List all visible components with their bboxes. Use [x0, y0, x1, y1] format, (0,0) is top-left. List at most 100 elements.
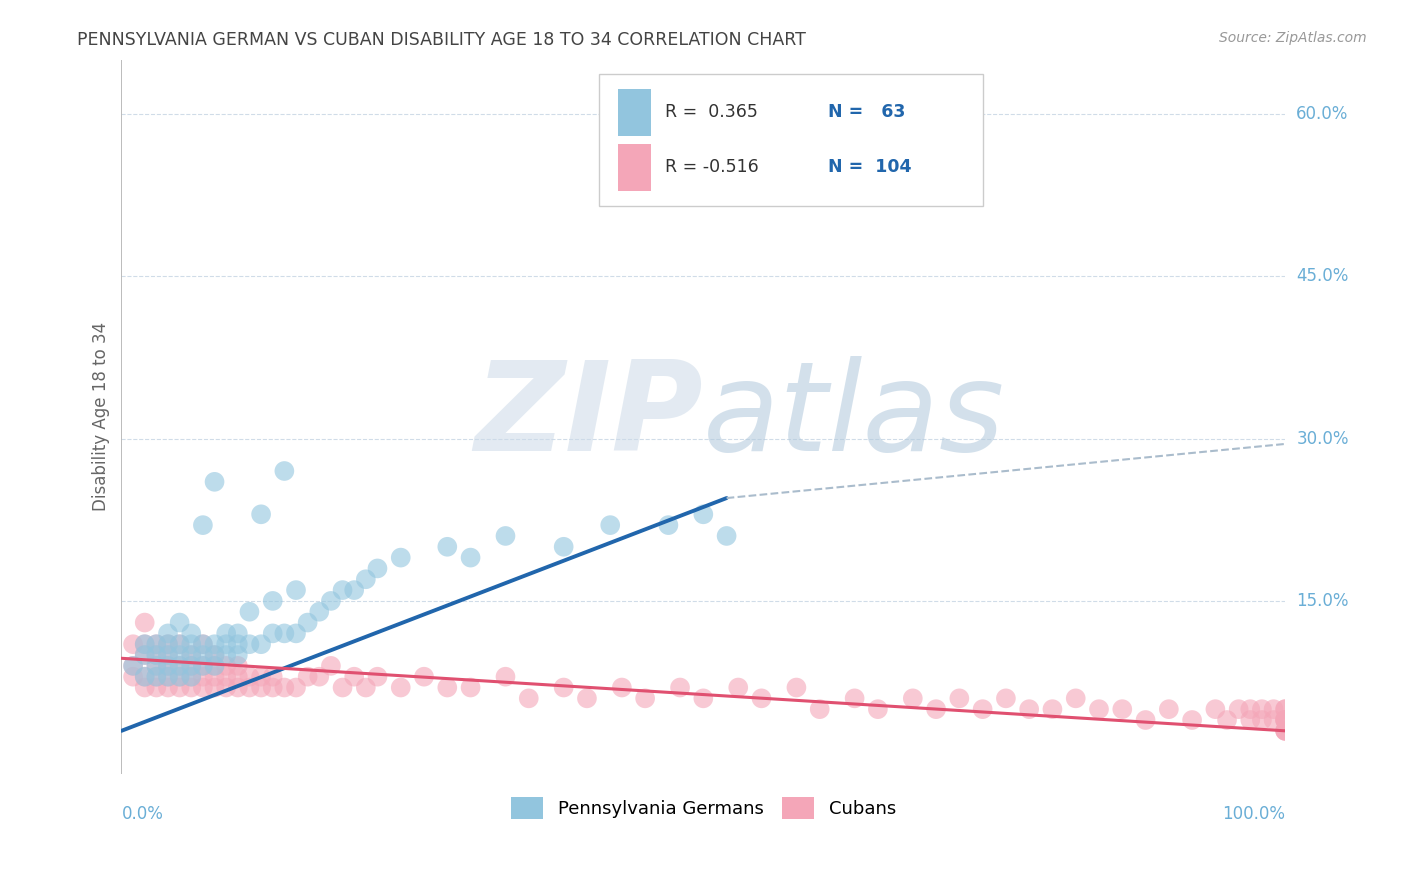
Point: [204, 658, 226, 673]
Point: [180, 648, 202, 662]
Point: [1251, 702, 1274, 716]
Point: [238, 605, 260, 619]
Text: 60.0%: 60.0%: [1296, 104, 1348, 123]
Point: [134, 637, 156, 651]
Point: [191, 648, 214, 662]
Text: N =  104: N = 104: [828, 159, 911, 177]
Point: [169, 681, 191, 695]
Point: [262, 594, 284, 608]
Point: [1274, 723, 1296, 738]
Point: [180, 626, 202, 640]
Point: [156, 670, 179, 684]
Point: [332, 681, 354, 695]
Point: [436, 681, 458, 695]
Point: [901, 691, 924, 706]
FancyBboxPatch shape: [599, 74, 983, 206]
Point: [262, 681, 284, 695]
Point: [191, 637, 214, 651]
Point: [319, 658, 342, 673]
Point: [948, 691, 970, 706]
Point: [169, 658, 191, 673]
Point: [180, 648, 202, 662]
Point: [517, 691, 540, 706]
Point: [145, 658, 167, 673]
Point: [169, 648, 191, 662]
Point: [354, 572, 377, 586]
Point: [1018, 702, 1040, 716]
Point: [204, 670, 226, 684]
Point: [1088, 702, 1111, 716]
Text: 30.0%: 30.0%: [1296, 430, 1348, 448]
Point: [169, 670, 191, 684]
Point: [169, 637, 191, 651]
Point: [215, 637, 238, 651]
Point: [1239, 702, 1261, 716]
Point: [389, 681, 412, 695]
Point: [204, 648, 226, 662]
Point: [169, 670, 191, 684]
Point: [1157, 702, 1180, 716]
Text: 0.0%: 0.0%: [121, 805, 163, 822]
Point: [1251, 713, 1274, 727]
Point: [134, 670, 156, 684]
Point: [215, 658, 238, 673]
Point: [204, 681, 226, 695]
Point: [273, 681, 295, 695]
Point: [191, 518, 214, 533]
Point: [610, 681, 633, 695]
Point: [669, 681, 692, 695]
Point: [1239, 713, 1261, 727]
Point: [134, 670, 156, 684]
Point: [169, 658, 191, 673]
Point: [145, 637, 167, 651]
Text: R = -0.516: R = -0.516: [665, 159, 759, 177]
Point: [145, 648, 167, 662]
Point: [1274, 713, 1296, 727]
Point: [273, 626, 295, 640]
Point: [250, 637, 273, 651]
Point: [250, 508, 273, 522]
Point: [204, 658, 226, 673]
Point: [343, 670, 366, 684]
Point: [180, 670, 202, 684]
Point: [994, 691, 1017, 706]
Point: [366, 561, 388, 575]
Point: [436, 540, 458, 554]
Text: 45.0%: 45.0%: [1296, 267, 1348, 285]
Point: [134, 615, 156, 630]
Point: [297, 615, 319, 630]
Point: [262, 626, 284, 640]
Point: [460, 681, 482, 695]
Legend: Pennsylvania Germans, Cubans: Pennsylvania Germans, Cubans: [503, 789, 903, 826]
Point: [145, 670, 167, 684]
Point: [1274, 702, 1296, 716]
Point: [191, 670, 214, 684]
Point: [1227, 702, 1250, 716]
Point: [180, 658, 202, 673]
Point: [156, 637, 179, 651]
Point: [250, 681, 273, 695]
Point: [191, 637, 214, 651]
Point: [226, 648, 249, 662]
Point: [1135, 713, 1157, 727]
Point: [785, 681, 807, 695]
Point: [122, 637, 145, 651]
Point: [495, 529, 517, 543]
Point: [1274, 723, 1296, 738]
Point: [156, 648, 179, 662]
Point: [156, 626, 179, 640]
Point: [553, 681, 575, 695]
Point: [169, 637, 191, 651]
Point: [1263, 713, 1285, 727]
Point: [1216, 713, 1239, 727]
Point: [215, 670, 238, 684]
Point: [1111, 702, 1133, 716]
Point: [692, 508, 714, 522]
Point: [156, 658, 179, 673]
Point: [844, 691, 866, 706]
Point: [250, 670, 273, 684]
Point: [262, 670, 284, 684]
Point: [575, 691, 598, 706]
Point: [191, 658, 214, 673]
Point: [1181, 713, 1204, 727]
